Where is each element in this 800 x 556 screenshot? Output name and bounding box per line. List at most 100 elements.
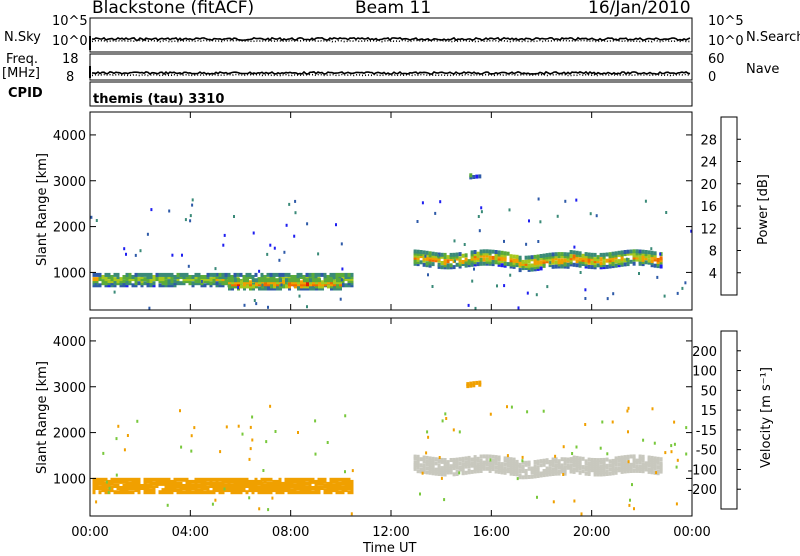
data-cell: [344, 277, 348, 282]
data-cell: [500, 259, 504, 264]
noise-cell: [285, 223, 288, 227]
data-cell: [593, 263, 597, 268]
data-cell: [620, 465, 624, 470]
data-cell: [482, 251, 486, 256]
data-cell: [339, 280, 342, 285]
data-cell: [263, 275, 267, 279]
data-cell: [611, 251, 615, 256]
data-cell: [419, 250, 423, 254]
data-cell: [617, 250, 621, 255]
data-cell: [107, 484, 111, 488]
data-cell: [431, 469, 435, 474]
data-cell: [608, 262, 612, 267]
data-cell: [218, 484, 222, 488]
noise-cell: [673, 420, 676, 424]
data-cell: [551, 457, 555, 462]
data-cell: [303, 280, 306, 285]
data-cell: [416, 249, 420, 254]
data-cell: [563, 260, 567, 265]
data-cell: [440, 252, 444, 257]
data-cell: [452, 265, 456, 270]
data-cell: [119, 488, 123, 493]
data-cell: [599, 257, 603, 262]
data-cell: [620, 461, 624, 466]
data-cell: [422, 459, 426, 464]
data-cell: [266, 484, 270, 488]
data-cell: [176, 275, 180, 279]
noise-cell: [676, 458, 679, 462]
data-cell: [176, 488, 180, 493]
noise-cell: [526, 291, 529, 295]
data-cell: [437, 258, 441, 263]
data-cell: [560, 254, 564, 259]
data-cell: [551, 469, 555, 474]
noise-cell: [123, 448, 126, 452]
freq-label: Freq.: [6, 52, 38, 67]
data-cell: [173, 279, 177, 284]
data-cell: [323, 479, 327, 484]
data-cell: [437, 470, 441, 474]
data-cell: [245, 490, 249, 495]
data-cell: [485, 251, 489, 256]
data-cell: [248, 488, 252, 493]
data-cell: [134, 277, 138, 282]
data-cell: [350, 484, 354, 488]
data-cell: [473, 469, 477, 474]
data-cell: [641, 463, 645, 467]
cpid-text: themis (tau) 3310: [93, 92, 225, 107]
data-cell: [318, 280, 321, 285]
data-cell: [350, 488, 354, 493]
noise-cell: [251, 415, 254, 419]
noise-cell: [579, 271, 582, 274]
data-cell: [458, 465, 462, 470]
data-cell: [449, 263, 453, 268]
data-cell: [479, 462, 483, 467]
data-cell: [101, 479, 105, 484]
data-cell: [560, 264, 564, 269]
data-cell: [113, 490, 117, 495]
data-cell: [422, 262, 426, 267]
noise-cell: [148, 306, 151, 310]
data-cell: [209, 479, 213, 484]
data-cell: [551, 260, 555, 265]
data-cell: [218, 281, 222, 286]
data-cell: [161, 477, 165, 482]
data-cell: [149, 275, 153, 279]
data-cell: [212, 275, 216, 279]
data-cell: [284, 281, 288, 286]
data-cell: [554, 469, 558, 474]
data-cell: [527, 466, 531, 471]
data-cell: [515, 466, 519, 471]
data-cell: [566, 254, 570, 259]
data-cell: [302, 488, 306, 493]
data-cell: [572, 262, 576, 267]
data-cell: [563, 469, 567, 474]
data-cell: [476, 255, 480, 260]
data-cell: [231, 280, 234, 285]
data-cell: [533, 470, 537, 475]
data-cell: [137, 281, 141, 286]
data-cell: [524, 266, 528, 270]
data-cell: [92, 484, 96, 488]
noise-cell: [190, 434, 193, 438]
data-cell: [131, 477, 135, 482]
data-cell: [146, 488, 150, 493]
data-cell: [500, 250, 504, 255]
data-cell: [452, 466, 456, 471]
data-cell: [143, 484, 147, 488]
data-cell: [587, 258, 591, 263]
data-cell: [572, 461, 576, 466]
data-cell: [644, 256, 648, 261]
data-cell: [197, 490, 201, 495]
data-cell: [95, 283, 99, 288]
data-cell: [200, 479, 204, 484]
data-cell: [279, 278, 282, 283]
data-cell: [330, 280, 333, 285]
data-cell: [512, 459, 516, 464]
data-cell: [422, 463, 426, 468]
data-cell: [249, 280, 252, 285]
data-cell: [641, 255, 645, 260]
noise-cell: [612, 292, 615, 296]
data-cell: [611, 255, 615, 260]
data-cell: [239, 488, 243, 493]
